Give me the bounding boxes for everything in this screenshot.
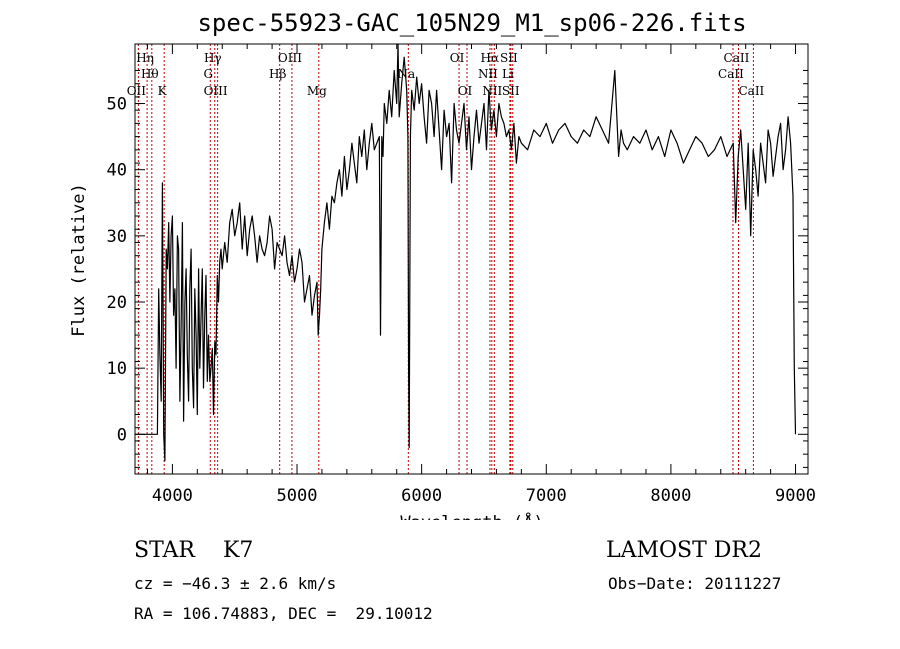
line-marker-label-13: NII bbox=[478, 67, 498, 81]
line-marker-label-5: Hγ bbox=[204, 51, 222, 65]
x-tick-label: 8000 bbox=[650, 486, 691, 506]
line-marker-label-2: Hθ bbox=[141, 67, 159, 81]
line-marker-label-1: Hη bbox=[136, 51, 154, 65]
line-marker-label-20: CaII bbox=[724, 51, 750, 65]
line-markers bbox=[137, 44, 754, 474]
line-marker-label-16: Li bbox=[502, 67, 514, 81]
line-marker-label-0: OII bbox=[127, 84, 147, 98]
line-marker-label-8: OIII bbox=[278, 51, 302, 65]
object-class: STAR K7 bbox=[134, 538, 254, 563]
spectrum-chart: spec-55923-GAC_105N29_M1_sp06-226.fits O… bbox=[69, 9, 816, 520]
y-tick-label: 30 bbox=[107, 227, 127, 247]
x-tick-label: 6000 bbox=[401, 486, 442, 506]
x-tick-label: 9000 bbox=[775, 486, 816, 506]
chart-title: spec-55923-GAC_105N29_M1_sp06-226.fits bbox=[197, 9, 746, 37]
line-marker-label-21: CaII bbox=[738, 84, 764, 98]
x-axis-label: Wavelength (Å) bbox=[400, 511, 543, 520]
redshift-velocity: cz = −46.3 ± 2.6 km/s bbox=[134, 574, 337, 593]
x-tick-label: 7000 bbox=[526, 486, 567, 506]
line-marker-labels: OIIHηHθKGHγOIIIHβOIIIMgNaOIOINIIHαNIILiS… bbox=[127, 51, 765, 98]
line-marker-label-6: OIII bbox=[204, 84, 228, 98]
line-marker-label-15: NII bbox=[482, 84, 502, 98]
line-marker-label-19: CaII bbox=[718, 67, 744, 81]
coordinates: RA = 106.74883, DEC = 29.10012 bbox=[134, 604, 433, 623]
line-marker-label-7: Hβ bbox=[269, 67, 286, 81]
y-tick-label: 40 bbox=[107, 161, 127, 181]
x-tick-label: 4000 bbox=[152, 486, 193, 506]
y-tick-label: 0 bbox=[117, 425, 127, 445]
line-marker-label-4: G bbox=[203, 67, 213, 81]
y-tick-label: 10 bbox=[107, 359, 127, 379]
line-marker-label-9: Mg bbox=[307, 84, 327, 98]
plot-frame bbox=[134, 43, 809, 475]
line-marker-label-3: K bbox=[158, 84, 168, 98]
survey-name: LAMOST DR2 bbox=[606, 538, 762, 563]
spectrum-line bbox=[135, 43, 797, 462]
x-axis-ticks: 4000 5000 6000 7000 8000 9000 bbox=[146, 44, 816, 506]
y-axis-ticks: 0 10 20 30 40 50 bbox=[107, 69, 808, 468]
observation-date: Obs−Date: 20111227 bbox=[608, 574, 782, 593]
y-tick-label: 20 bbox=[107, 293, 127, 313]
line-marker-label-11: OI bbox=[450, 51, 465, 65]
line-marker-label-12: OI bbox=[458, 84, 473, 98]
line-marker-label-14: Hα bbox=[481, 51, 500, 65]
y-axis-label: Flux (relative) bbox=[69, 183, 89, 337]
line-marker-label-17: SII bbox=[500, 51, 518, 65]
x-tick-label: 5000 bbox=[277, 486, 318, 506]
y-tick-label: 50 bbox=[107, 95, 127, 115]
line-marker-label-18: SII bbox=[502, 84, 520, 98]
